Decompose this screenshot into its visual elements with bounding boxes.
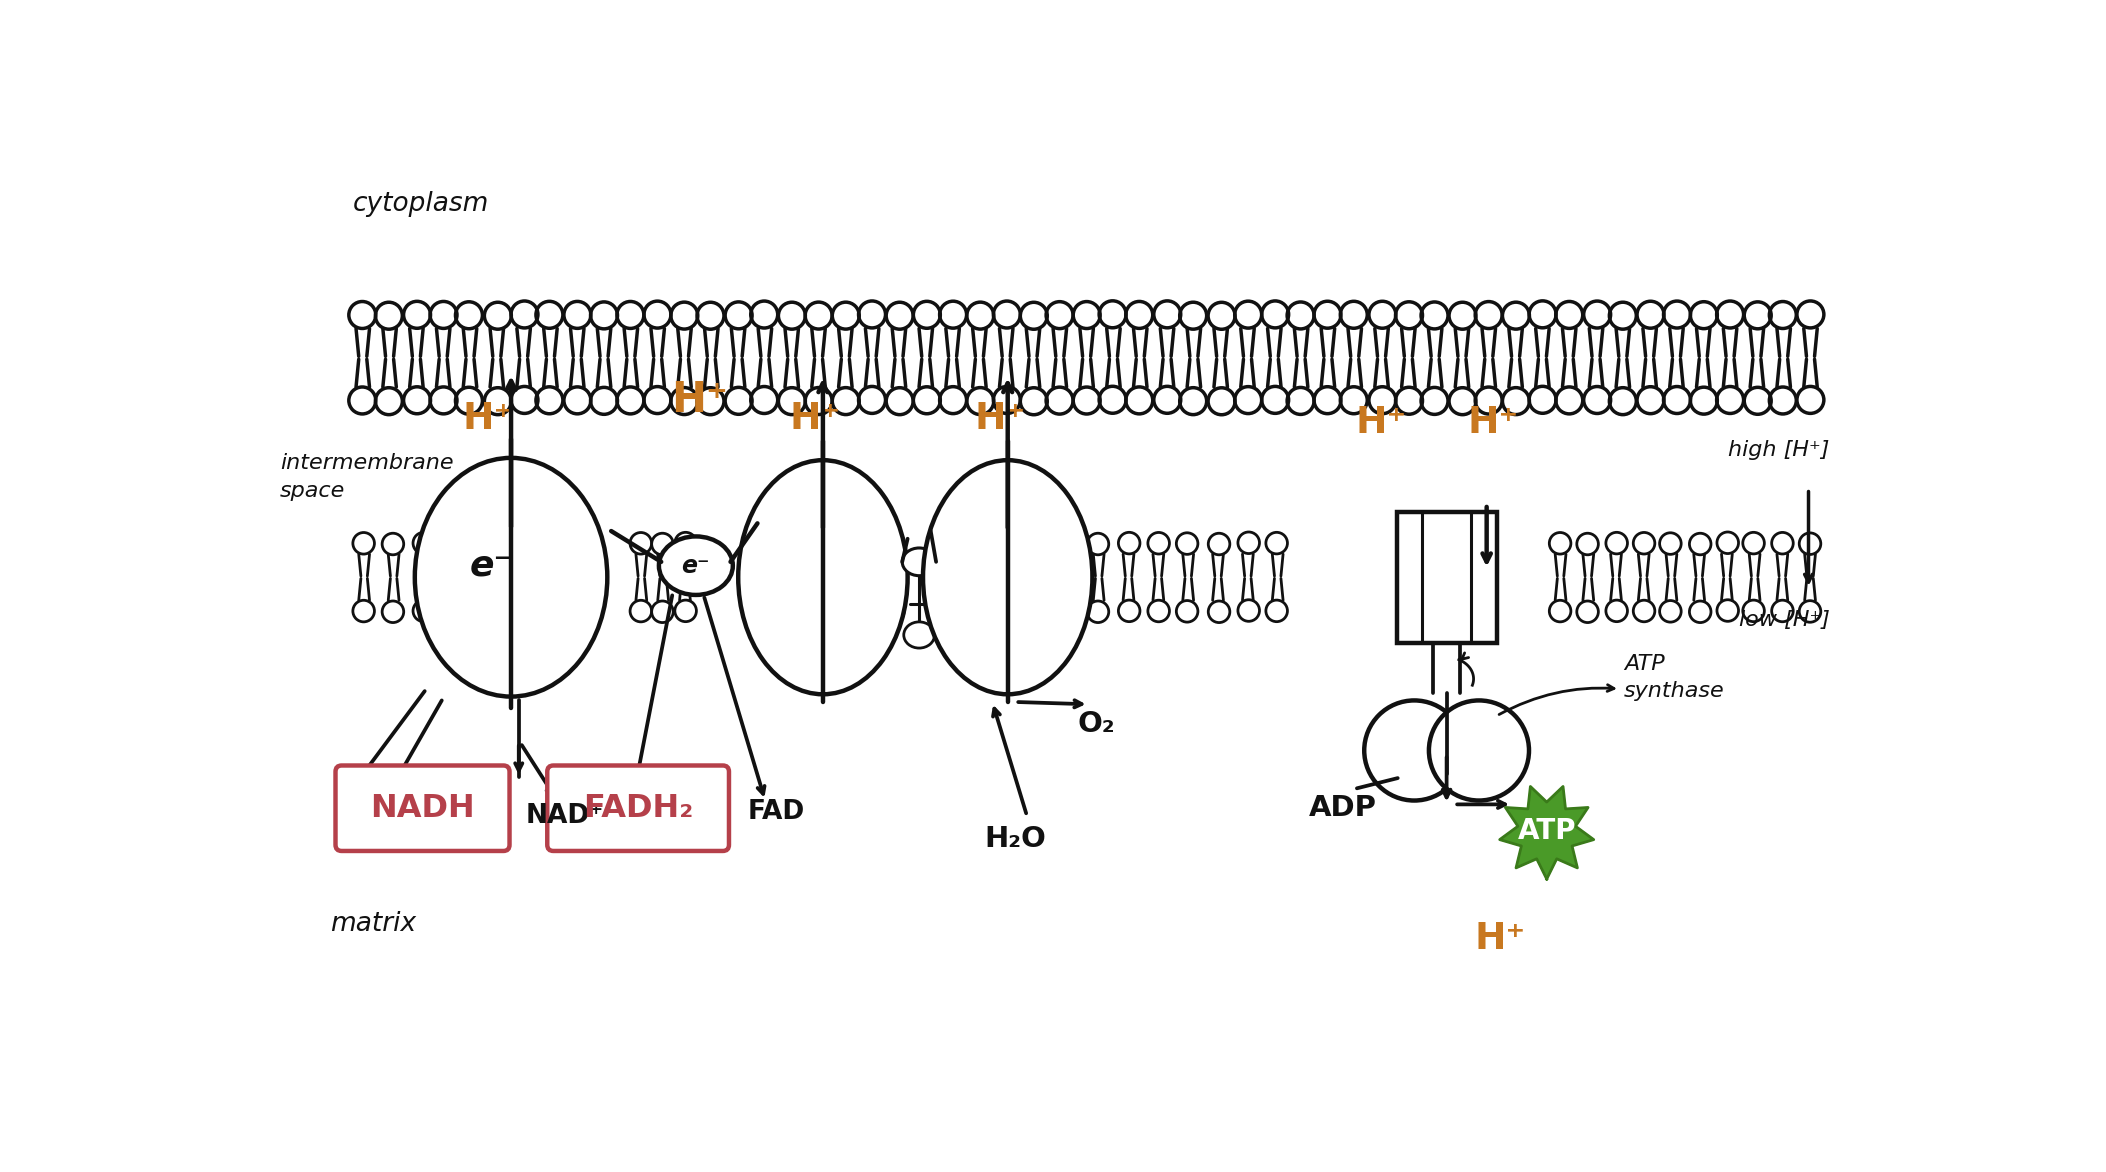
Text: FAD: FAD — [748, 799, 804, 825]
Text: high [H⁺]: high [H⁺] — [1727, 441, 1828, 461]
Ellipse shape — [415, 458, 607, 696]
FancyBboxPatch shape — [335, 765, 510, 851]
Text: H⁺: H⁺ — [672, 379, 729, 421]
Text: ATP: ATP — [1518, 817, 1575, 845]
Text: H⁺: H⁺ — [1356, 406, 1407, 441]
Text: FADH₂: FADH₂ — [583, 792, 693, 824]
Ellipse shape — [901, 548, 935, 575]
Ellipse shape — [1365, 701, 1464, 800]
FancyBboxPatch shape — [1396, 512, 1497, 642]
Ellipse shape — [659, 537, 733, 595]
Text: H⁺: H⁺ — [1474, 921, 1527, 958]
Text: H₂O: H₂O — [984, 825, 1047, 853]
Text: matrix: matrix — [331, 911, 417, 936]
Ellipse shape — [1428, 701, 1529, 800]
Text: NADH: NADH — [371, 792, 474, 824]
Text: H⁺: H⁺ — [790, 401, 840, 437]
Text: cytoplasm: cytoplasm — [354, 191, 489, 217]
Text: low [H⁺]: low [H⁺] — [1740, 609, 1830, 629]
Ellipse shape — [922, 461, 1093, 694]
Text: e⁻: e⁻ — [682, 553, 710, 578]
Ellipse shape — [739, 461, 908, 694]
Text: H⁺: H⁺ — [975, 401, 1026, 437]
Text: ATP
synthase: ATP synthase — [1624, 654, 1725, 701]
Text: ADP: ADP — [1308, 795, 1377, 823]
Ellipse shape — [903, 622, 935, 648]
Text: H⁺: H⁺ — [463, 401, 514, 437]
FancyBboxPatch shape — [548, 765, 729, 851]
Text: e⁻: e⁻ — [470, 548, 514, 582]
Polygon shape — [1499, 786, 1594, 879]
Text: NAD⁺: NAD⁺ — [526, 803, 604, 829]
Text: O₂: O₂ — [1078, 709, 1114, 737]
Text: H⁺: H⁺ — [1468, 406, 1518, 441]
Text: intermembrane
space: intermembrane space — [280, 454, 453, 502]
